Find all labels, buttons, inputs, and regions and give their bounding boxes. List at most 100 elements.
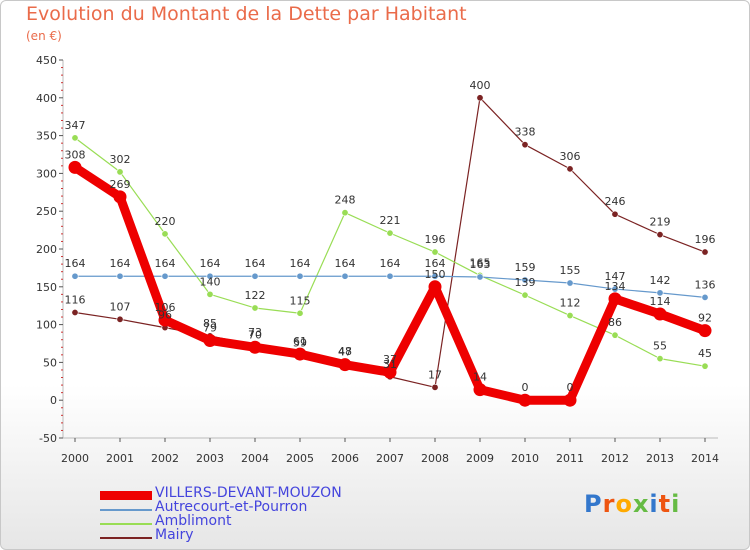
logo-letter: o bbox=[615, 490, 633, 518]
data-point bbox=[248, 340, 262, 354]
data-point bbox=[518, 393, 532, 407]
x-tick-label: 2006 bbox=[331, 452, 359, 465]
data-label: 155 bbox=[560, 264, 581, 277]
data-label: 59 bbox=[293, 337, 307, 350]
y-tick-label: 50 bbox=[43, 356, 57, 369]
data-point bbox=[701, 362, 709, 370]
chart-title: Evolution du Montant de la Dette par Hab… bbox=[26, 3, 467, 25]
data-point bbox=[203, 333, 217, 347]
data-label: 107 bbox=[110, 300, 131, 313]
data-label: 0 bbox=[522, 381, 529, 394]
data-point bbox=[116, 168, 124, 176]
chart-unit-label: (en €) bbox=[26, 29, 62, 43]
data-label: 147 bbox=[605, 270, 626, 283]
data-point bbox=[521, 291, 529, 299]
data-point bbox=[71, 309, 79, 317]
data-label: 48 bbox=[338, 345, 352, 358]
data-label: 122 bbox=[245, 289, 266, 302]
series-line-Amblimont bbox=[74, 137, 706, 367]
data-label: 73 bbox=[248, 326, 262, 339]
data-point bbox=[656, 231, 664, 239]
data-point bbox=[611, 210, 619, 218]
data-point bbox=[293, 347, 307, 361]
data-point bbox=[566, 165, 574, 173]
data-point bbox=[698, 324, 712, 338]
data-label: 112 bbox=[560, 297, 581, 310]
data-label: 17 bbox=[428, 368, 442, 381]
data-label: 302 bbox=[110, 153, 131, 166]
y-tick-label: 300 bbox=[36, 167, 57, 180]
data-label: 338 bbox=[515, 126, 536, 139]
data-label: 70 bbox=[248, 328, 262, 341]
data-point bbox=[206, 272, 214, 280]
logo-letter: i bbox=[649, 490, 659, 518]
data-point bbox=[71, 272, 79, 280]
x-tick-label: 2011 bbox=[556, 452, 584, 465]
data-label: 164 bbox=[335, 257, 356, 270]
y-tick-label: 150 bbox=[36, 281, 57, 294]
x-tick-label: 2001 bbox=[106, 452, 134, 465]
data-point bbox=[386, 229, 394, 237]
data-label: 163 bbox=[470, 258, 491, 271]
data-label: 164 bbox=[290, 257, 311, 270]
data-label: 140 bbox=[200, 275, 221, 288]
data-label: 306 bbox=[560, 150, 581, 163]
data-point bbox=[161, 230, 169, 238]
data-label: 61 bbox=[293, 335, 307, 348]
data-label: 45 bbox=[698, 347, 712, 360]
data-point bbox=[338, 358, 352, 372]
legend-swatch bbox=[100, 509, 152, 511]
x-tick-label: 2007 bbox=[376, 452, 404, 465]
y-tick-label: 400 bbox=[36, 92, 57, 105]
data-point bbox=[563, 393, 577, 407]
data-point bbox=[701, 293, 709, 301]
data-point bbox=[113, 190, 127, 204]
data-label: 86 bbox=[608, 316, 622, 329]
data-label: 164 bbox=[425, 257, 446, 270]
data-label: 85 bbox=[203, 317, 217, 330]
data-point bbox=[341, 272, 349, 280]
data-label: 347 bbox=[65, 119, 86, 132]
x-tick-label: 2012 bbox=[601, 452, 629, 465]
data-point bbox=[386, 272, 394, 280]
data-label: 269 bbox=[110, 178, 131, 191]
data-label: 92 bbox=[698, 312, 712, 325]
data-point bbox=[521, 141, 529, 149]
data-label: 164 bbox=[110, 257, 131, 270]
data-label: 196 bbox=[695, 233, 716, 246]
logo-letter: t bbox=[658, 490, 672, 518]
data-point bbox=[341, 209, 349, 217]
data-point bbox=[161, 272, 169, 280]
data-label: 400 bbox=[470, 79, 491, 92]
data-point bbox=[431, 248, 439, 256]
data-label: 116 bbox=[65, 294, 86, 307]
y-tick-label: -50 bbox=[39, 432, 57, 445]
x-tick-label: 2014 bbox=[691, 452, 719, 465]
data-point bbox=[566, 312, 574, 320]
data-point bbox=[296, 309, 304, 317]
logo-letter: P bbox=[584, 490, 603, 518]
data-point bbox=[431, 272, 439, 280]
data-label: 219 bbox=[650, 216, 671, 229]
x-tick-label: 2004 bbox=[241, 452, 269, 465]
data-label: 114 bbox=[650, 295, 671, 308]
data-point bbox=[476, 273, 484, 281]
data-label: 164 bbox=[155, 257, 176, 270]
data-label: 221 bbox=[380, 214, 401, 227]
x-tick-label: 2009 bbox=[466, 452, 494, 465]
y-tick-label: 100 bbox=[36, 319, 57, 332]
data-point bbox=[611, 285, 619, 293]
legend-swatch bbox=[100, 537, 152, 539]
data-point bbox=[473, 383, 487, 397]
x-tick-label: 2008 bbox=[421, 452, 449, 465]
y-tick-label: 250 bbox=[36, 205, 57, 218]
data-point bbox=[701, 248, 709, 256]
x-tick-label: 2000 bbox=[61, 452, 89, 465]
legend-label: VILLERS-DEVANT-MOUZON bbox=[155, 485, 342, 501]
x-tick-label: 2003 bbox=[196, 452, 224, 465]
x-tick-label: 2005 bbox=[286, 452, 314, 465]
data-label: 248 bbox=[335, 194, 356, 207]
legend-swatch bbox=[100, 491, 152, 500]
